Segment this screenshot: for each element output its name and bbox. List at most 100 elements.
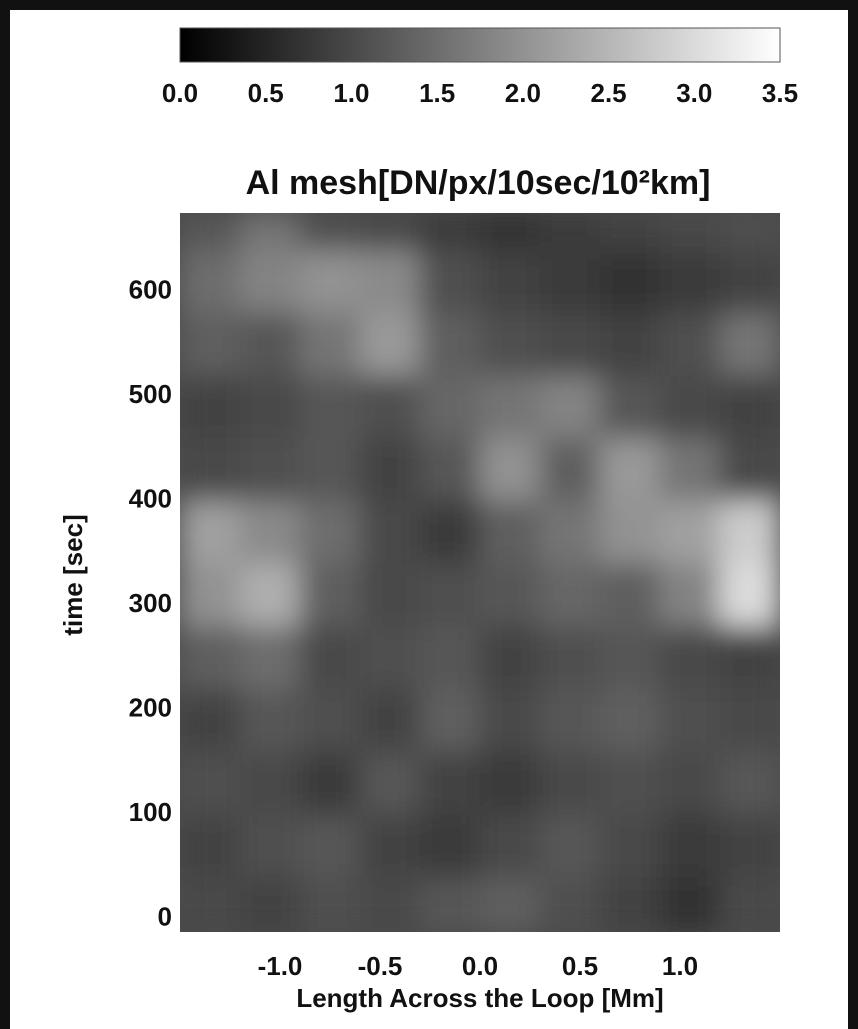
- heatmap-cell: [299, 625, 361, 690]
- heatmap-cell: [359, 813, 421, 878]
- heatmap-cell: [599, 213, 661, 251]
- heatmap-cell: [419, 249, 481, 313]
- heatmap-cell: [239, 876, 301, 932]
- heatmap-cell: [299, 813, 361, 878]
- heatmap-cell: [719, 876, 780, 932]
- heatmap-cell: [419, 437, 481, 501]
- heatmap-cell: [659, 625, 721, 690]
- heatmap-cell: [419, 876, 481, 932]
- heatmap-cell: [539, 249, 601, 313]
- plot-area: [180, 213, 780, 932]
- heatmap-cell: [599, 437, 661, 501]
- heatmap-cell: [180, 249, 241, 313]
- heatmap-cell: [719, 688, 780, 752]
- heatmap-cell: [539, 750, 601, 815]
- heatmap-cell: [419, 213, 481, 251]
- heatmap-cell: [299, 249, 361, 313]
- heatmap-cell: [599, 750, 661, 815]
- x-axis-label: Length Across the Loop [Mm]: [296, 983, 663, 1013]
- heatmap-cell: [239, 249, 301, 313]
- heatmap-cell: [719, 249, 780, 313]
- heatmap-cell: [539, 437, 601, 501]
- heatmap-cell: [359, 249, 421, 313]
- heatmap-cell: [599, 688, 661, 752]
- heatmap-cell: [599, 562, 661, 627]
- heatmap-cell: [539, 876, 601, 932]
- heatmap-cell: [539, 499, 601, 564]
- colorbar-tick-label: 3.5: [762, 78, 798, 108]
- y-tick-label: 500: [129, 379, 172, 409]
- y-tick-label: 600: [129, 274, 172, 304]
- y-tick-label: 100: [129, 797, 172, 827]
- heatmap-cell: [359, 213, 421, 251]
- heatmap-cell: [659, 562, 721, 627]
- heatmap-cell: [419, 499, 481, 564]
- heatmap-cell: [539, 688, 601, 752]
- y-tick-label: 0: [158, 901, 172, 931]
- colorbar-tick-label: 2.5: [590, 78, 626, 108]
- heatmap-cell: [599, 249, 661, 313]
- heatmap-cell: [359, 625, 421, 690]
- heatmap-cell: [599, 499, 661, 564]
- heatmap-cell: [659, 437, 721, 501]
- heatmap-cell: [539, 213, 601, 251]
- heatmap-cell: [719, 499, 780, 564]
- heatmap-cell: [599, 625, 661, 690]
- heatmap-cell: [299, 688, 361, 752]
- colorbar-tick-label: 1.0: [333, 78, 369, 108]
- heatmap-cell: [359, 688, 421, 752]
- colorbar: [179, 27, 781, 63]
- heatmap-cell: [239, 374, 301, 439]
- heatmap-cell: [719, 437, 780, 501]
- heatmap-cell: [419, 750, 481, 815]
- heatmap-cell: [719, 311, 780, 376]
- heatmap-cell: [359, 562, 421, 627]
- x-tick-label: -0.5: [358, 951, 403, 981]
- heatmap-cell: [479, 213, 541, 251]
- heatmap-cell: [239, 499, 301, 564]
- heatmap-cell: [479, 562, 541, 627]
- colorbar-tick-label: 1.5: [419, 78, 455, 108]
- colorbar-tick-label: 2.0: [505, 78, 541, 108]
- heatmap-cell: [479, 813, 541, 878]
- heatmap: [180, 213, 780, 932]
- heatmap-cell: [299, 499, 361, 564]
- heatmap-cell: [479, 437, 541, 501]
- heatmap-cell: [719, 625, 780, 690]
- heatmap-cell: [659, 249, 721, 313]
- heatmap-cell: [299, 311, 361, 376]
- colorbar-tick-label: 3.0: [676, 78, 712, 108]
- heatmap-cell: [180, 876, 241, 932]
- heatmap-cell: [539, 311, 601, 376]
- heatmap-cell: [599, 311, 661, 376]
- heatmap-cell: [239, 750, 301, 815]
- heatmap-cell: [659, 374, 721, 439]
- heatmap-cell: [299, 437, 361, 501]
- heatmap-cell: [299, 213, 361, 251]
- heatmap-cell: [180, 499, 241, 564]
- heatmap-cell: [419, 311, 481, 376]
- heatmap-cell: [299, 876, 361, 932]
- colorbar-tick-label: 0.5: [248, 78, 284, 108]
- heatmap-cell: [659, 750, 721, 815]
- heatmap-cell: [180, 311, 241, 376]
- heatmap-cell: [539, 813, 601, 878]
- heatmap-cell: [719, 750, 780, 815]
- heatmap-cell: [479, 688, 541, 752]
- heatmap-cell: [539, 625, 601, 690]
- heatmap-cell: [239, 562, 301, 627]
- heatmap-cell: [659, 213, 721, 251]
- heatmap-cell: [719, 813, 780, 878]
- y-axis-label: time [sec]: [58, 514, 88, 635]
- heatmap-cell: [239, 625, 301, 690]
- heatmap-cell: [299, 562, 361, 627]
- heatmap-cell: [359, 437, 421, 501]
- heatmap-cell: [419, 562, 481, 627]
- heatmap-cell: [359, 876, 421, 932]
- heatmap-cell: [479, 374, 541, 439]
- heatmap-cell: [719, 562, 780, 627]
- heatmap-cell: [659, 688, 721, 752]
- heatmap-cell: [239, 437, 301, 501]
- heatmap-cell: [539, 562, 601, 627]
